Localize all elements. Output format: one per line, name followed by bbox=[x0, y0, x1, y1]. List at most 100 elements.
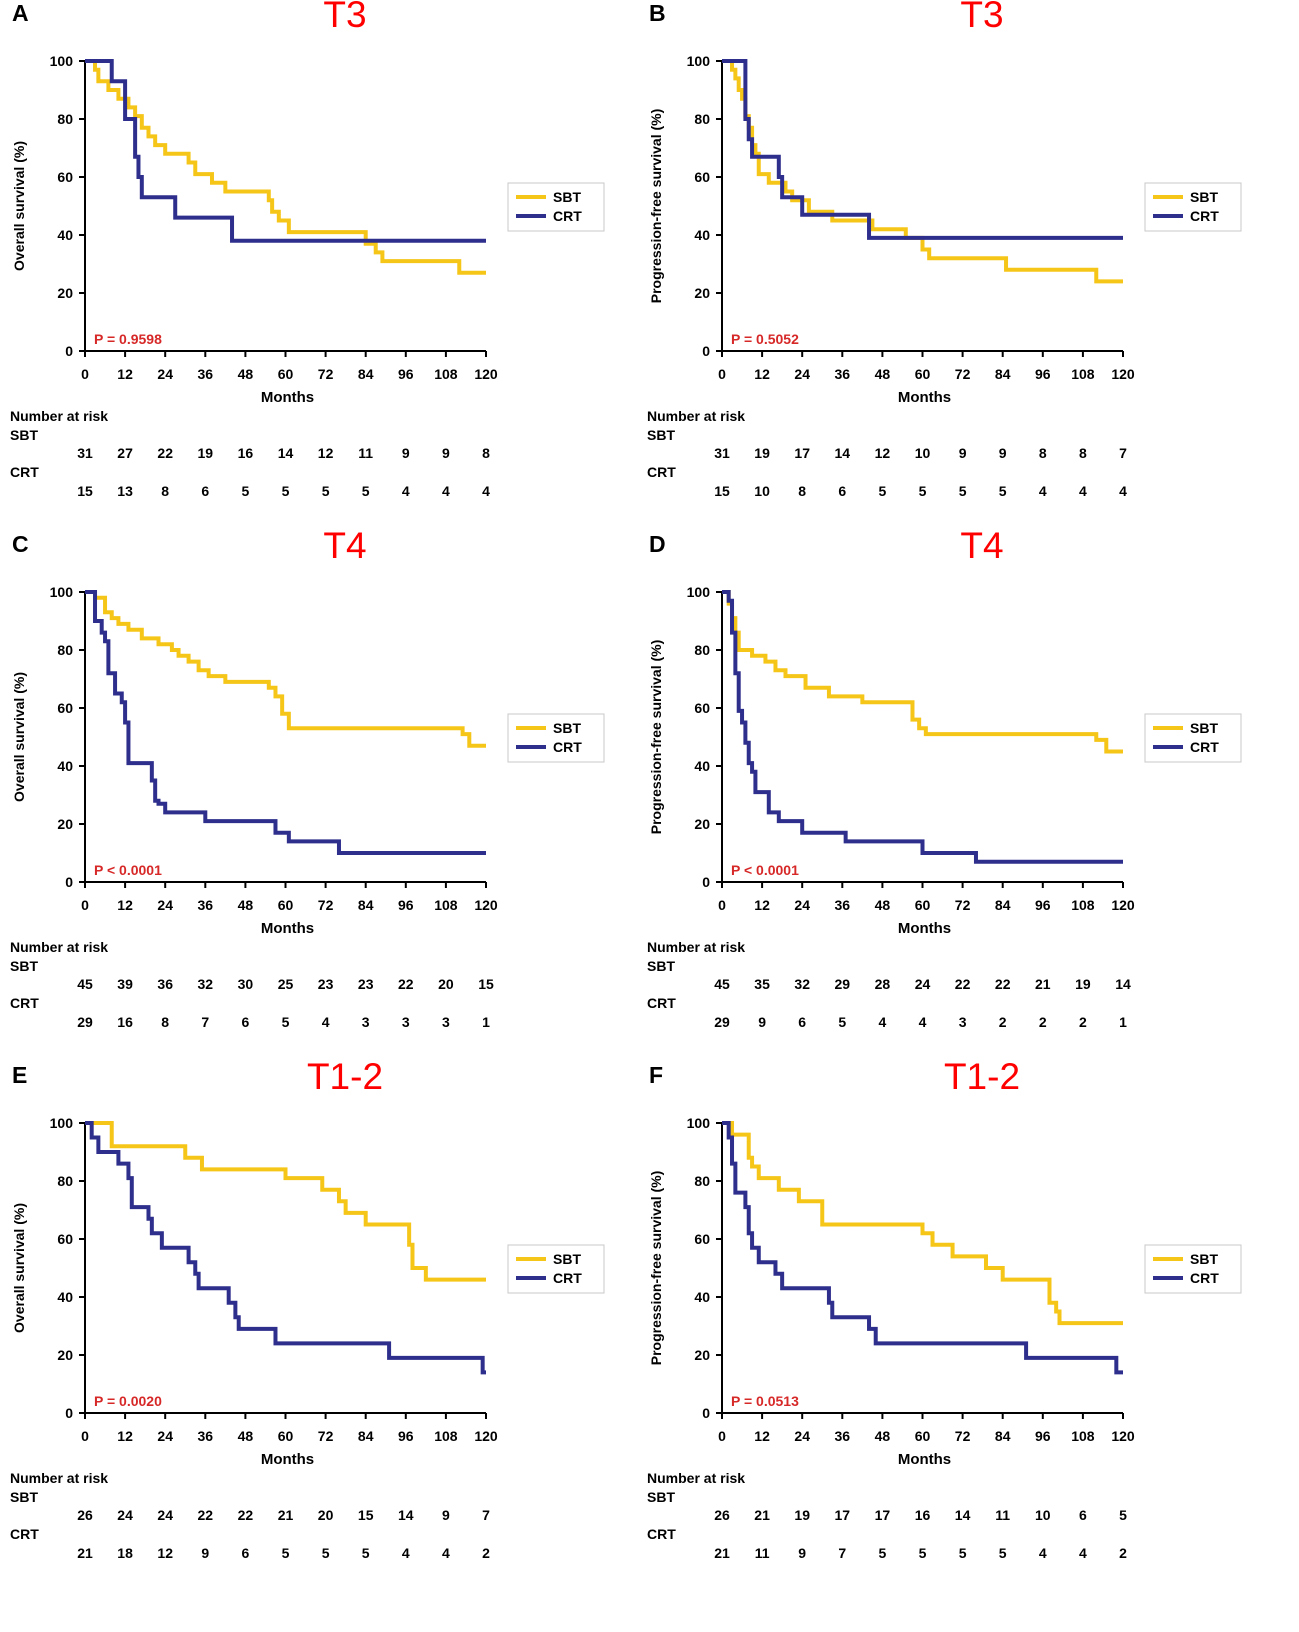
km-curve-sbt bbox=[722, 590, 1123, 754]
risk-value-sbt: 23 bbox=[318, 976, 334, 992]
risk-value-sbt: 19 bbox=[198, 445, 214, 461]
y-tick-label: 0 bbox=[702, 1405, 710, 1421]
risk-value-sbt: 22 bbox=[955, 976, 971, 992]
p-value-label: P = 0.0020 bbox=[94, 1393, 162, 1409]
risk-value-sbt: 26 bbox=[714, 1507, 730, 1523]
risk-value-sbt: 17 bbox=[835, 1507, 851, 1523]
risk-value-crt: 3 bbox=[442, 1014, 450, 1030]
risk-value-crt: 11 bbox=[755, 1545, 770, 1561]
x-tick-label: 48 bbox=[238, 1428, 254, 1444]
risk-value-sbt: 9 bbox=[402, 445, 410, 461]
risk-value-sbt: 45 bbox=[714, 976, 730, 992]
km-curve-sbt bbox=[722, 59, 1123, 284]
risk-value-sbt: 30 bbox=[238, 976, 254, 992]
risk-value-crt: 5 bbox=[959, 1545, 967, 1561]
y-tick-label: 40 bbox=[57, 1289, 73, 1305]
risk-value-crt: 5 bbox=[999, 1545, 1007, 1561]
panel-letter: C bbox=[12, 531, 29, 557]
x-tick-label: 120 bbox=[474, 366, 498, 382]
x-tick-label: 60 bbox=[278, 1428, 294, 1444]
risk-value-sbt: 32 bbox=[794, 976, 810, 992]
risk-value-crt: 4 bbox=[1079, 483, 1087, 499]
y-tick-label: 0 bbox=[65, 874, 73, 890]
y-tick-label: 60 bbox=[57, 169, 73, 185]
risk-row-label-crt: CRT bbox=[647, 995, 676, 1011]
risk-value-crt: 8 bbox=[161, 483, 169, 499]
x-tick-label: 72 bbox=[955, 1428, 971, 1444]
legend-box bbox=[1144, 713, 1242, 763]
x-tick-label: 24 bbox=[157, 366, 173, 382]
risk-value-sbt: 31 bbox=[714, 445, 730, 461]
y-tick-label: 80 bbox=[57, 111, 73, 127]
risk-value-crt: 5 bbox=[362, 1545, 370, 1561]
risk-value-crt: 5 bbox=[362, 483, 370, 499]
y-tick-label: 100 bbox=[687, 1115, 711, 1131]
legend-label: SBT bbox=[1190, 1251, 1218, 1267]
y-axis-label: Progression-free survival (%) bbox=[648, 1171, 664, 1366]
risk-value-sbt: 14 bbox=[955, 1507, 971, 1523]
risk-value-crt: 4 bbox=[402, 1545, 410, 1561]
panel-letter: D bbox=[649, 531, 666, 557]
risk-value-crt: 4 bbox=[442, 483, 450, 499]
x-tick-label: 60 bbox=[278, 897, 294, 913]
panel-a: A T3 0 20 40 60 80 100 0 12 24 36 48 60 72 84 96 108 120… bbox=[10, 0, 650, 530]
x-tick-label: 48 bbox=[875, 1428, 891, 1444]
panel-title: T3 bbox=[960, 0, 1004, 35]
risk-value-sbt: 25 bbox=[278, 976, 294, 992]
risk-value-sbt: 22 bbox=[398, 976, 414, 992]
x-tick-label: 96 bbox=[398, 897, 414, 913]
km-curve-sbt bbox=[85, 59, 486, 275]
y-tick-label: 40 bbox=[694, 1289, 710, 1305]
y-tick-label: 40 bbox=[694, 758, 710, 774]
x-tick-label: 108 bbox=[1071, 897, 1095, 913]
risk-table-title: Number at risk bbox=[647, 939, 745, 955]
legend-label: SBT bbox=[1190, 189, 1218, 205]
x-tick-label: 12 bbox=[117, 366, 133, 382]
x-tick-label: 96 bbox=[1035, 897, 1051, 913]
x-axis-label: Months bbox=[261, 920, 314, 937]
y-tick-label: 0 bbox=[702, 343, 710, 359]
risk-value-crt: 1 bbox=[482, 1014, 490, 1030]
x-axis-label: Months bbox=[261, 389, 314, 406]
panel-title: T1-2 bbox=[306, 1056, 384, 1097]
risk-value-sbt: 5 bbox=[1119, 1507, 1127, 1523]
x-tick-label: 0 bbox=[81, 897, 89, 913]
risk-value-sbt: 9 bbox=[442, 1507, 450, 1523]
risk-value-sbt: 28 bbox=[875, 976, 891, 992]
km-curve-crt bbox=[85, 1121, 486, 1375]
x-tick-label: 36 bbox=[835, 1428, 851, 1444]
y-tick-label: 60 bbox=[694, 700, 710, 716]
risk-value-crt: 29 bbox=[77, 1014, 93, 1030]
risk-value-crt: 5 bbox=[919, 483, 927, 499]
risk-value-sbt: 11 bbox=[358, 445, 373, 461]
risk-value-sbt: 31 bbox=[77, 445, 93, 461]
x-tick-label: 60 bbox=[915, 366, 931, 382]
x-tick-label: 96 bbox=[1035, 1428, 1051, 1444]
risk-value-sbt: 19 bbox=[754, 445, 770, 461]
y-tick-label: 80 bbox=[57, 642, 73, 658]
x-tick-label: 12 bbox=[754, 1428, 770, 1444]
y-tick-label: 0 bbox=[65, 1405, 73, 1421]
x-tick-label: 48 bbox=[238, 366, 254, 382]
panel-e: E T1-2 0 20 40 60 80 100 0 12 24 36 48 60 72 84 96 108 1… bbox=[10, 1056, 650, 1592]
risk-value-sbt: 12 bbox=[318, 445, 334, 461]
risk-value-sbt: 23 bbox=[358, 976, 374, 992]
risk-value-sbt: 27 bbox=[117, 445, 133, 461]
risk-row-label-sbt: SBT bbox=[10, 958, 38, 974]
risk-value-sbt: 10 bbox=[915, 445, 931, 461]
risk-value-sbt: 9 bbox=[999, 445, 1007, 461]
risk-value-crt: 4 bbox=[879, 1014, 887, 1030]
risk-value-sbt: 29 bbox=[835, 976, 851, 992]
risk-value-crt: 21 bbox=[714, 1545, 730, 1561]
y-tick-label: 80 bbox=[694, 111, 710, 127]
risk-value-crt: 4 bbox=[919, 1014, 927, 1030]
km-curve-crt bbox=[722, 590, 1123, 864]
legend-box bbox=[507, 713, 605, 763]
x-tick-label: 108 bbox=[434, 366, 458, 382]
risk-value-sbt: 16 bbox=[915, 1507, 931, 1523]
y-tick-label: 100 bbox=[50, 53, 74, 69]
p-value-label: P < 0.0001 bbox=[94, 862, 162, 878]
risk-table-title: Number at risk bbox=[647, 1470, 745, 1486]
